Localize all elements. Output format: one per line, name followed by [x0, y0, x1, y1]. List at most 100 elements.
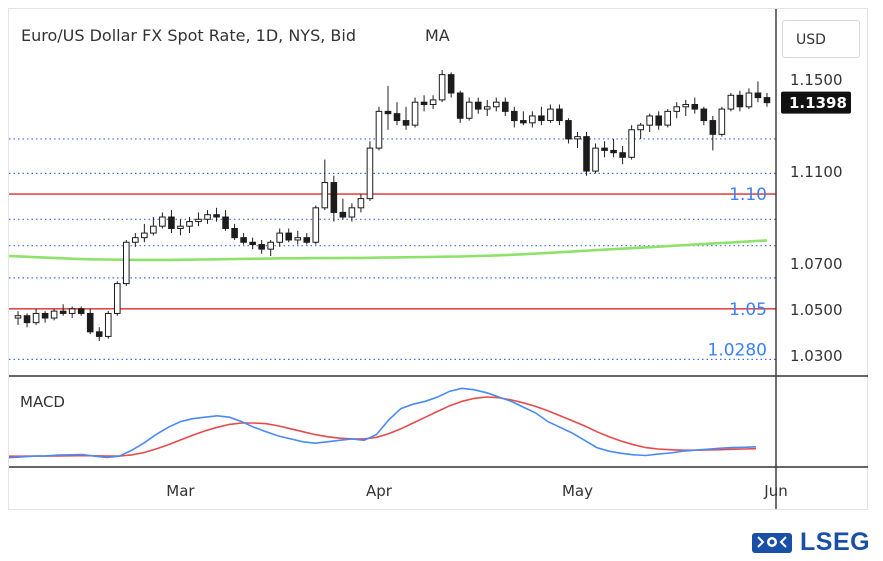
- candle-body[interactable]: [474, 101, 482, 110]
- time-tick-label: Apr: [366, 482, 393, 500]
- candle-body[interactable]: [745, 92, 753, 108]
- candle-body[interactable]: [583, 136, 590, 172]
- candle-body[interactable]: [276, 232, 284, 243]
- candle-body[interactable]: [213, 214, 220, 218]
- lseg-logo: LSEG: [750, 528, 870, 557]
- lseg-crest-icon: [752, 532, 792, 553]
- candle-body[interactable]: [709, 120, 717, 135]
- candle-body[interactable]: [50, 310, 58, 319]
- candle-body[interactable]: [763, 97, 771, 104]
- candle-body[interactable]: [456, 92, 464, 119]
- candle-body[interactable]: [556, 108, 563, 122]
- candle-body[interactable]: [312, 207, 320, 243]
- candle-body[interactable]: [113, 283, 121, 314]
- candle-body[interactable]: [619, 152, 626, 158]
- candle-body[interactable]: [520, 120, 527, 124]
- candle-body[interactable]: [104, 312, 112, 337]
- level-label: 1.10: [729, 185, 767, 205]
- candle-body[interactable]: [601, 147, 608, 151]
- time-tick-label: Mar: [166, 482, 195, 500]
- candle-body[interactable]: [465, 101, 473, 119]
- candle-body[interactable]: [628, 129, 635, 158]
- candle-body[interactable]: [339, 211, 347, 218]
- candle-body[interactable]: [222, 216, 229, 229]
- candle-body[interactable]: [231, 227, 238, 239]
- candle-body[interactable]: [538, 115, 545, 122]
- macd-label[interactable]: MACD: [20, 393, 65, 411]
- candle-body[interactable]: [204, 214, 211, 220]
- candle-body[interactable]: [303, 237, 311, 243]
- candle-body[interactable]: [285, 232, 293, 241]
- candle-body[interactable]: [150, 225, 157, 234]
- candle-body[interactable]: [375, 110, 383, 149]
- candle-body[interactable]: [492, 101, 500, 108]
- candle-body[interactable]: [267, 241, 274, 250]
- candle-body[interactable]: [195, 218, 202, 223]
- candle-body[interactable]: [366, 147, 374, 200]
- candle-body[interactable]: [438, 74, 446, 101]
- candle-body[interactable]: [177, 225, 184, 229]
- candle-body[interactable]: [483, 106, 491, 110]
- candle-body[interactable]: [447, 74, 455, 94]
- candle-body[interactable]: [610, 149, 617, 154]
- candle-body[interactable]: [501, 101, 509, 112]
- candle-body[interactable]: [330, 182, 338, 213]
- candle-body[interactable]: [249, 241, 256, 246]
- candle-body[interactable]: [700, 108, 708, 122]
- candle-body[interactable]: [727, 94, 735, 110]
- candle-body[interactable]: [655, 115, 662, 126]
- candle-body[interactable]: [547, 108, 554, 122]
- candle-body[interactable]: [736, 94, 744, 108]
- candle-body[interactable]: [393, 113, 401, 122]
- price-tick-label: 1.0500: [790, 301, 843, 319]
- candle-body[interactable]: [240, 237, 247, 243]
- ma-indicator-label[interactable]: MA: [425, 26, 450, 45]
- candle-body[interactable]: [132, 237, 139, 243]
- candle-body[interactable]: [402, 120, 410, 126]
- macd-line: [8, 387, 757, 459]
- candle-body[interactable]: [77, 308, 85, 314]
- candle-body[interactable]: [141, 232, 148, 239]
- last-price-label: 1.1398: [789, 94, 847, 112]
- candle-body[interactable]: [258, 244, 265, 250]
- candle-body[interactable]: [565, 120, 572, 140]
- candle-body[interactable]: [123, 241, 130, 285]
- candle-body[interactable]: [420, 101, 428, 105]
- candle-body[interactable]: [574, 136, 581, 140]
- candle-body[interactable]: [682, 103, 690, 108]
- candle-body[interactable]: [32, 312, 40, 324]
- candle-body[interactable]: [59, 310, 67, 314]
- candle-body[interactable]: [429, 99, 437, 105]
- candle-body[interactable]: [411, 101, 419, 126]
- candle-body[interactable]: [718, 108, 726, 135]
- candle-body[interactable]: [168, 216, 175, 229]
- candle-body[interactable]: [186, 221, 193, 227]
- candle-body[interactable]: [511, 110, 518, 122]
- candle-body[interactable]: [348, 207, 356, 218]
- candle-body[interactable]: [41, 312, 49, 319]
- candle-body[interactable]: [664, 110, 672, 126]
- candle-body[interactable]: [357, 198, 365, 209]
- candle-body[interactable]: [637, 124, 644, 131]
- candle-body[interactable]: [159, 216, 166, 227]
- currency-button[interactable]: USD: [782, 20, 860, 58]
- candle-body[interactable]: [646, 115, 653, 126]
- candle-body[interactable]: [321, 182, 329, 209]
- candle-body[interactable]: [754, 92, 762, 99]
- macd-signal-line: [9, 396, 757, 457]
- candle-body[interactable]: [529, 115, 536, 124]
- price-tick-label: 1.0700: [790, 255, 843, 273]
- candle-body[interactable]: [68, 308, 76, 314]
- candle-body[interactable]: [592, 147, 599, 172]
- candle-body[interactable]: [294, 237, 302, 241]
- candle-body[interactable]: [23, 315, 31, 324]
- candle-body[interactable]: [384, 110, 392, 115]
- candle-body[interactable]: [86, 312, 94, 333]
- candle-body[interactable]: [691, 103, 699, 110]
- last-price-badge: [781, 91, 851, 114]
- candle-body[interactable]: [14, 315, 22, 319]
- candle-body[interactable]: [673, 106, 681, 112]
- candle-body[interactable]: [95, 331, 103, 337]
- chart-title: Euro/US Dollar FX Spot Rate, 1D, NYS, Bi…: [21, 26, 356, 45]
